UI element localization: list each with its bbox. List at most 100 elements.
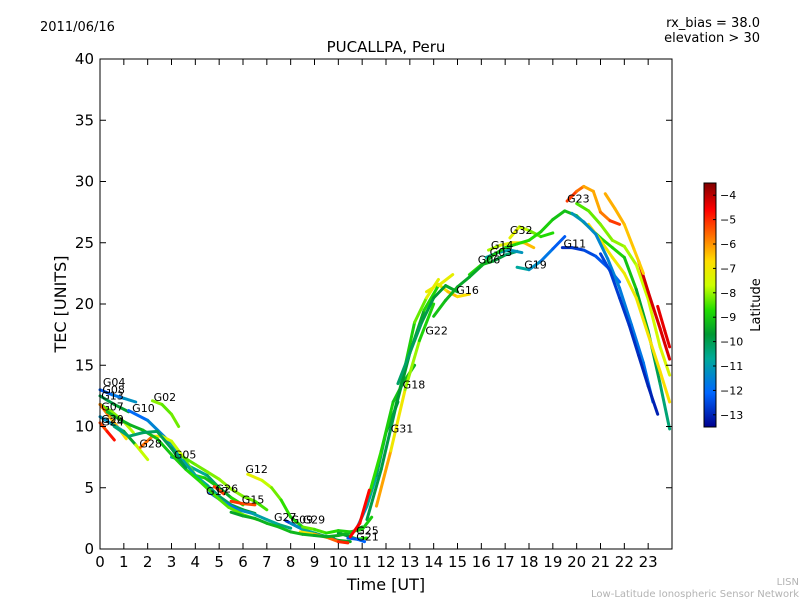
- series-segment: [105, 429, 116, 442]
- prn-label-g09: G09: [291, 513, 314, 526]
- footer-org-short: LISN: [777, 577, 799, 588]
- series-segment: [313, 527, 328, 535]
- series-segment: [127, 409, 150, 422]
- series-unlabeled: [181, 455, 269, 512]
- y-tick-label: 30: [75, 173, 94, 191]
- series-segment: [498, 241, 514, 247]
- prn-label-g29: G29: [303, 513, 326, 526]
- y-tick-label: 25: [75, 234, 94, 252]
- y-tick-label: 10: [75, 418, 94, 436]
- series-segment: [413, 296, 429, 324]
- colorbar-tick-label: −5: [720, 214, 736, 227]
- colorbar-label: Latitude: [749, 278, 764, 332]
- series-segment: [379, 406, 398, 471]
- series-segment: [193, 462, 209, 474]
- series-segment: [527, 229, 543, 239]
- series-segment: [508, 248, 524, 255]
- prn-label-g14: G14: [491, 239, 514, 252]
- series-segment: [265, 518, 281, 526]
- series-segment: [613, 206, 626, 226]
- series-g12: [246, 472, 305, 529]
- series-segment: [193, 474, 209, 487]
- series-segment: [241, 494, 257, 503]
- prn-label-g04: G04: [103, 376, 126, 389]
- series-segment: [551, 209, 567, 221]
- series-g08: [98, 394, 131, 414]
- series-segment: [599, 210, 612, 223]
- series-segment: [336, 529, 352, 534]
- prn-label-g28: G28: [139, 437, 162, 450]
- series-segment: [539, 231, 555, 239]
- x-tick-label: 14: [424, 553, 443, 571]
- prn-label-g25: G25: [356, 524, 379, 537]
- colorbar-tick-label: −10: [720, 336, 743, 349]
- series-segment: [170, 447, 188, 470]
- series-segment: [456, 292, 471, 299]
- series-segment: [160, 402, 173, 416]
- colorbar-tick-label: −12: [720, 384, 743, 397]
- series-segment: [229, 510, 245, 518]
- series-segment: [277, 525, 293, 534]
- series-unlabeled: [656, 304, 672, 349]
- series-segment: [663, 329, 672, 349]
- prn-label-g05: G05: [174, 448, 197, 461]
- x-tick-label: 7: [262, 553, 272, 571]
- series-segment: [594, 232, 610, 261]
- series-segment: [646, 297, 662, 349]
- x-tick-label: 8: [286, 553, 296, 571]
- series-segment: [591, 189, 602, 214]
- series-unlabeled: [396, 284, 459, 386]
- series-segment: [181, 455, 197, 466]
- x-tick-label: 19: [543, 553, 562, 571]
- series-unlabeled: [432, 209, 672, 431]
- series-segment: [265, 521, 281, 529]
- series-g15: [229, 499, 257, 507]
- colorbar-tick-label: −4: [720, 189, 736, 202]
- series-segment: [301, 525, 316, 531]
- prn-label-g24: G24: [101, 415, 124, 428]
- series-segment: [527, 230, 543, 242]
- series-segment: [599, 252, 612, 273]
- series-segment: [260, 478, 274, 490]
- x-tick-label: 6: [238, 553, 248, 571]
- series-segment: [522, 241, 536, 250]
- elevation-label: elevation > 30: [664, 31, 760, 46]
- series-segment: [355, 537, 367, 544]
- prn-label-g17: G17: [206, 485, 229, 498]
- series-segment: [365, 467, 383, 522]
- axis-ticks: 0 1 2 3 4 5 6 7 8 9 10 11 12 13 14 15 16 17 18 19 20 21 22 2305…: [75, 50, 672, 571]
- colorbar-tick-label: −8: [720, 287, 736, 300]
- series-segment: [467, 264, 483, 279]
- series-segment: [98, 421, 109, 433]
- series-segment: [479, 253, 495, 268]
- series-segment: [279, 498, 293, 519]
- series-segment: [117, 417, 133, 427]
- series-unlabeled: [599, 252, 660, 416]
- series-unlabeled: [570, 211, 655, 404]
- series-segment: [515, 238, 531, 246]
- series-segment: [360, 515, 374, 531]
- colorbar-tick-label: −7: [720, 262, 736, 275]
- series-segment: [582, 220, 598, 236]
- series-segment: [324, 529, 340, 535]
- series-segment: [599, 236, 614, 250]
- y-tick-label: 35: [75, 111, 94, 129]
- series-segment: [150, 399, 164, 406]
- series-segment: [98, 388, 114, 397]
- x-tick-label: 22: [615, 553, 634, 571]
- series-segment: [236, 508, 255, 515]
- series-segment: [634, 296, 650, 337]
- series-segment: [425, 282, 440, 294]
- colorbar-tick-label: −6: [720, 238, 736, 251]
- series-segment: [246, 472, 264, 482]
- series-segment: [105, 410, 121, 421]
- prn-label-g32: G32: [510, 224, 533, 237]
- prn-label-g21: G21: [356, 530, 379, 543]
- series-segment: [582, 184, 595, 193]
- series-segment: [98, 402, 112, 419]
- series-segment: [253, 499, 269, 512]
- series-segment: [508, 225, 521, 240]
- series-g32: [508, 225, 555, 240]
- series-segment: [422, 284, 440, 312]
- series-segment: [98, 415, 114, 426]
